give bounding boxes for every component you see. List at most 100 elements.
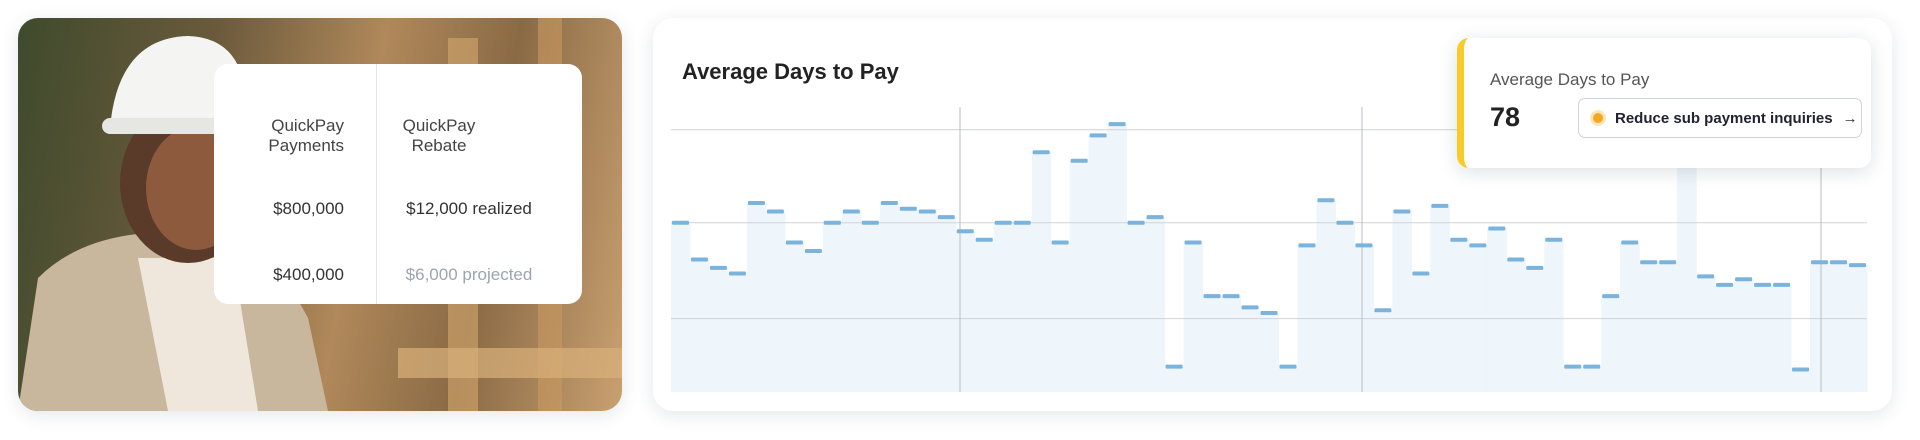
step-area [1373, 310, 1393, 392]
step [1773, 282, 1791, 287]
cell: $400,000 [273, 265, 344, 284]
step-area [1544, 239, 1564, 392]
step-area [1126, 222, 1147, 392]
step [1184, 240, 1202, 245]
step [1127, 220, 1145, 225]
step-area [1677, 157, 1697, 392]
step-area [1316, 200, 1336, 392]
step-area [1753, 284, 1773, 392]
step-area [1278, 366, 1298, 392]
action-button[interactable]: Reduce sub payment inquiries → [1578, 98, 1862, 138]
step [1488, 226, 1506, 231]
step [1849, 263, 1866, 268]
step-area [689, 259, 710, 392]
step [880, 201, 898, 206]
step [1146, 215, 1164, 220]
step [1051, 240, 1069, 245]
step [1165, 364, 1183, 369]
column-header: QuickPay Rebate [402, 116, 476, 155]
step-area [898, 208, 919, 392]
cell: $800,000 [273, 199, 344, 218]
step-area [1506, 259, 1526, 392]
step-area [1772, 284, 1792, 392]
step-area [1183, 242, 1204, 392]
step [1089, 133, 1107, 138]
step-area [1658, 262, 1678, 392]
step [1545, 237, 1563, 242]
step-area [1145, 217, 1166, 392]
step-area [936, 217, 957, 392]
step [1830, 260, 1848, 265]
step-area [1411, 273, 1431, 392]
step [1203, 294, 1221, 299]
column-header: QuickPay Payments [268, 116, 344, 155]
step [1602, 294, 1620, 299]
step-area [746, 203, 767, 392]
step-area [841, 211, 862, 392]
step [918, 209, 936, 214]
step-area [1392, 211, 1412, 392]
cell: $12,000 realized [406, 199, 532, 218]
kpi-value: 78 [1490, 102, 1521, 132]
step-area [993, 222, 1014, 392]
step-area [1810, 262, 1830, 392]
step [1659, 260, 1677, 265]
step [1355, 243, 1373, 248]
step [1621, 240, 1639, 245]
step [1469, 243, 1487, 248]
step [1393, 209, 1411, 214]
step [1431, 203, 1449, 208]
step-area [974, 239, 995, 392]
step-area [1696, 276, 1716, 392]
step [1032, 150, 1050, 155]
step [1792, 367, 1810, 372]
step-area [917, 211, 938, 392]
step-area [1012, 222, 1033, 392]
step [728, 271, 746, 276]
step [1640, 260, 1658, 265]
arrow-icon: → [1842, 109, 1858, 127]
step [1716, 282, 1734, 287]
step-area [1335, 222, 1355, 392]
step-area [955, 231, 976, 392]
step-area [1202, 296, 1223, 392]
step [1374, 308, 1392, 313]
cell: $6,000 projected [405, 265, 533, 284]
step [861, 220, 879, 225]
step [690, 257, 708, 262]
step [1336, 220, 1354, 225]
step-area [1639, 262, 1659, 392]
step-area [1050, 242, 1071, 392]
step [766, 209, 784, 214]
step [1222, 294, 1240, 299]
step [804, 249, 822, 253]
step-area [1582, 366, 1602, 392]
step [1583, 364, 1601, 369]
step [937, 215, 955, 220]
step-area [1430, 205, 1450, 392]
step-area [1525, 267, 1545, 392]
step-area [1107, 124, 1128, 392]
step-area [671, 222, 691, 392]
step-area [879, 203, 900, 392]
step [1526, 265, 1544, 270]
step-area [1601, 296, 1621, 392]
step-area [1487, 228, 1507, 392]
step-area [1791, 369, 1811, 392]
step-area [860, 222, 881, 392]
chart-title: Average Days to Pay [682, 59, 900, 84]
hero-photo: QuickPay Payments QuickPay Rebate $800,0… [18, 18, 622, 411]
step-area [1848, 265, 1868, 392]
step [1754, 282, 1772, 287]
step-area [708, 267, 729, 392]
step-area [822, 222, 843, 392]
step [1811, 260, 1829, 265]
step-area [1563, 366, 1583, 392]
step-area [1620, 242, 1640, 392]
step [1241, 305, 1259, 310]
step [1450, 237, 1468, 242]
step [1564, 364, 1582, 369]
step [1317, 198, 1335, 203]
